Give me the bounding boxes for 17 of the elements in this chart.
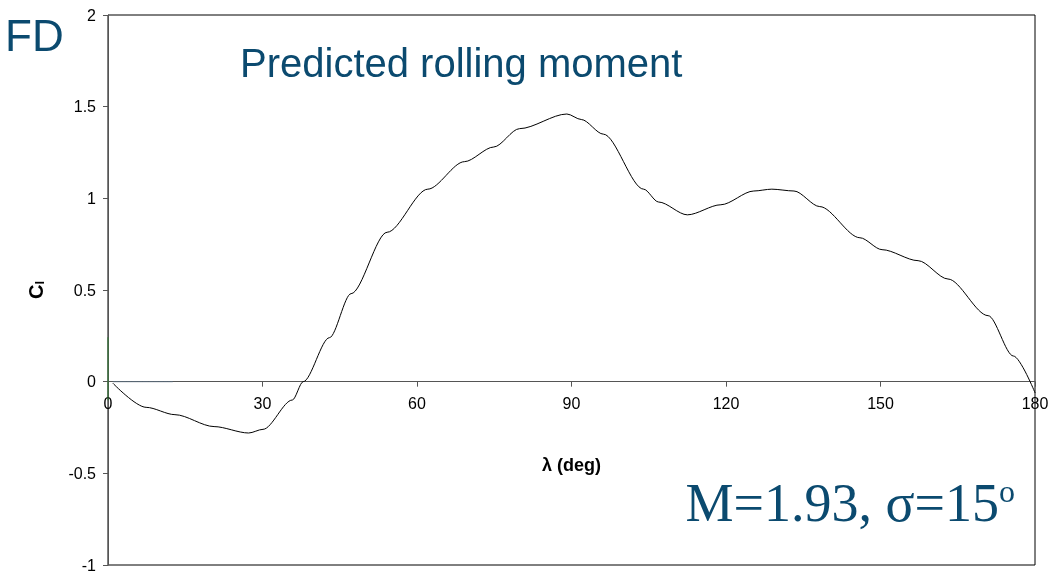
text: FD [5, 10, 64, 60]
y-axis-title: Cl [24, 280, 47, 300]
x-tick-label: 120 [712, 395, 740, 413]
x-tick-label: 180 [1021, 395, 1049, 413]
x-tick-label: 90 [562, 395, 581, 413]
y-tick-label: 2 [87, 6, 97, 24]
y-tick-label: 1.5 [73, 98, 97, 116]
x-tick-label: 150 [867, 395, 894, 413]
text: Predicted rolling moment [240, 41, 683, 85]
y-tick-label: 1 [87, 189, 97, 207]
x-axis-title: λ (deg) [541, 454, 602, 475]
y-tick-label: -0.5 [68, 464, 97, 482]
y-tick-label: -1 [81, 556, 97, 573]
y-tick-label: 0.5 [73, 281, 97, 299]
x-tick-label: 30 [253, 395, 272, 413]
y-tick-label: 0 [87, 373, 97, 391]
x-tick-label: 60 [408, 395, 426, 413]
